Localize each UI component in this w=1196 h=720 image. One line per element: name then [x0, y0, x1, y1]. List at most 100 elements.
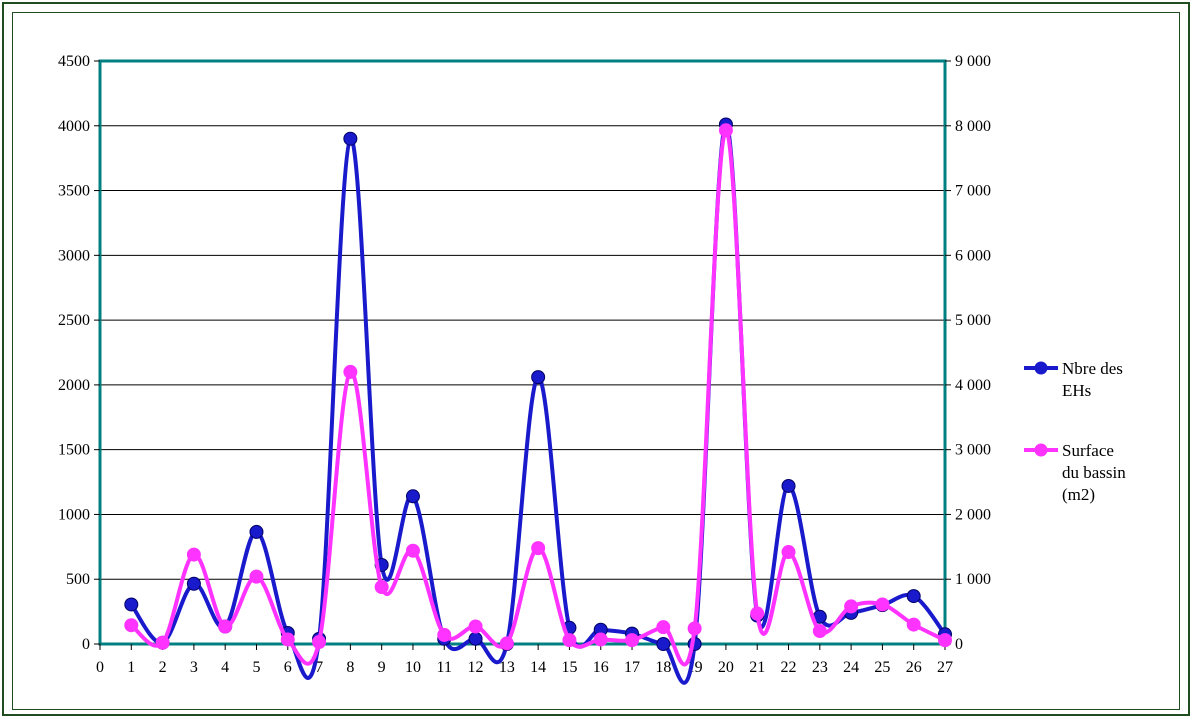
x-tick-label: 1 [127, 659, 135, 676]
data-point [249, 569, 264, 584]
data-point [781, 545, 796, 560]
data-point [374, 579, 389, 594]
grid-lines [100, 125, 945, 645]
data-point [186, 576, 201, 591]
legend-swatch-marker [1034, 361, 1048, 375]
x-tick-label: 16 [593, 659, 609, 676]
x-tick-label: 25 [874, 659, 890, 676]
data-point [656, 620, 671, 635]
data-point [781, 478, 796, 493]
right-tick-label: 2 000 [955, 506, 991, 523]
x-tick-label: 22 [781, 659, 797, 676]
data-point [124, 618, 139, 633]
left-tick-label: 4000 [58, 118, 90, 135]
x-axis: 0 1 2 3 4 5 6 7 8 9 10 11 12 13 14 15 16 17 18 19 20 21 22 23 24… [96, 644, 953, 676]
data-point [343, 131, 358, 146]
left-tick-label: 1500 [58, 442, 90, 459]
data-point [656, 637, 671, 651]
data-point [906, 589, 921, 604]
series-surface-bassin [124, 123, 952, 667]
x-tick-label: 18 [655, 659, 671, 676]
x-tick-label: 24 [843, 659, 859, 676]
x-tick-label: 6 [284, 659, 292, 676]
legend-swatch-marker [1034, 443, 1048, 457]
data-point [844, 599, 859, 614]
series-line [130, 128, 946, 667]
x-tick-label: 11 [437, 659, 452, 676]
data-point [468, 631, 483, 646]
series-line [129, 122, 947, 685]
x-tick-label: 26 [906, 659, 922, 676]
right-tick-label: 4 000 [955, 377, 991, 394]
x-tick-label: 15 [561, 659, 577, 676]
right-tick-label: 6 000 [955, 247, 991, 264]
data-point [718, 123, 733, 138]
x-tick-label: 0 [96, 659, 104, 676]
x-tick-label: 13 [499, 659, 515, 676]
data-point [249, 524, 264, 539]
x-tick-label: 8 [346, 659, 354, 676]
left-tick-label: 500 [66, 571, 90, 588]
x-tick-label: 5 [252, 659, 260, 676]
x-tick-label: 27 [937, 659, 953, 676]
data-point [437, 627, 452, 642]
right-tick-label: 5 000 [955, 312, 991, 329]
data-point [750, 606, 765, 621]
legend-entry: Surface du bassin (m2) [1024, 441, 1126, 504]
right-tick-label: 8 000 [955, 118, 991, 135]
x-tick-label: 14 [530, 659, 546, 676]
data-point [312, 635, 327, 650]
legend-label: Nbre des [1062, 359, 1123, 378]
left-tick-label: 4500 [58, 53, 90, 70]
right-axis: 0 1 000 2 000 3 000 4 000 5 000 6 000 7 000 8 00… [945, 53, 991, 653]
data-point [186, 547, 201, 562]
data-point [875, 597, 890, 612]
data-point [468, 619, 483, 634]
data-point [625, 633, 640, 648]
data-point [812, 624, 827, 639]
data-point [343, 364, 358, 379]
x-tick-label: 9 [378, 659, 386, 676]
data-point [593, 632, 608, 647]
right-tick-label: 9 000 [955, 53, 991, 70]
left-tick-label: 0 [82, 636, 90, 653]
left-tick-label: 2500 [58, 312, 90, 329]
x-tick-label: 2 [159, 659, 167, 676]
right-tick-label: 1 000 [955, 571, 991, 588]
data-point [531, 370, 546, 385]
data-point [906, 617, 921, 632]
x-tick-label: 21 [749, 659, 765, 676]
data-point [562, 633, 577, 648]
legend-label: Surface [1062, 441, 1114, 460]
chart-inner-frame [12, 12, 1180, 710]
legend-label: EHs [1062, 381, 1091, 400]
data-point [499, 636, 514, 651]
data-point [124, 597, 139, 612]
x-tick-label: 20 [718, 659, 734, 676]
left-axis: 0 500 1000 1500 2000 2500 3000 3500 4000 4500 [58, 53, 100, 653]
x-tick-label: 23 [812, 659, 828, 676]
x-tick-label: 4 [221, 659, 229, 676]
series-nbre-ehs [124, 117, 952, 685]
plot-area [98, 59, 947, 646]
data-point [218, 619, 233, 634]
left-tick-label: 1000 [58, 506, 90, 523]
left-tick-label: 3000 [58, 247, 90, 264]
x-tick-label: 12 [468, 659, 484, 676]
legend-label: du bassin [1062, 463, 1126, 482]
left-tick-label: 3500 [58, 183, 90, 200]
legend-entry: Nbre des EHs [1024, 359, 1123, 400]
left-tick-label: 2000 [58, 377, 90, 394]
right-tick-label: 0 [955, 636, 963, 653]
x-tick-label: 3 [190, 659, 198, 676]
data-point [280, 632, 295, 647]
legend-label: (m2) [1062, 485, 1095, 504]
x-tick-label: 10 [405, 659, 421, 676]
data-point [938, 633, 952, 648]
legend: Nbre des EHs Surface du bassin (m2) [1024, 359, 1126, 504]
right-tick-label: 7 000 [955, 183, 991, 200]
data-point [405, 489, 420, 504]
data-point [155, 635, 170, 650]
